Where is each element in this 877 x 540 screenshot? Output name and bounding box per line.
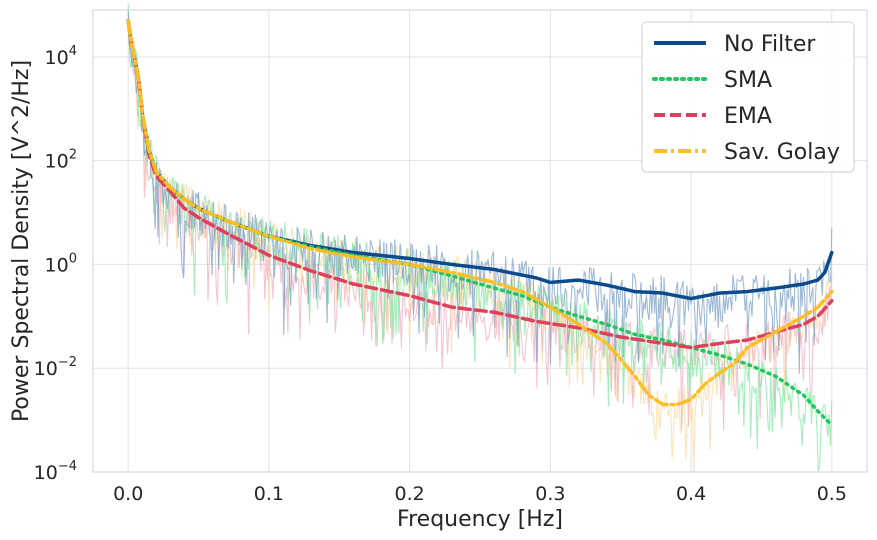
y-tick-label: 10−4 <box>34 459 77 484</box>
y-tick-label: 10−2 <box>34 355 77 380</box>
series-line-3 <box>126 18 834 407</box>
x-tick-label: 0.1 <box>254 483 284 505</box>
smoothed-series <box>126 18 834 427</box>
legend-label-3: Sav. Golay <box>724 140 840 165</box>
y-axis-title: Power Spectral Density [V^2/Hz] <box>9 60 34 422</box>
y-tick-label: 102 <box>45 148 77 173</box>
legend-label-1: SMA <box>724 68 772 93</box>
x-tick-label: 0.3 <box>535 483 565 505</box>
x-axis-ticks: 0.0 0.1 0.2 0.3 0.4 0.5 <box>113 483 847 505</box>
x-axis-title: Frequency [Hz] <box>397 507 563 532</box>
plot-frame <box>92 9 868 473</box>
legend-box <box>641 21 855 173</box>
y-tick-label: 104 <box>45 44 77 69</box>
series-line-2 <box>126 18 834 350</box>
legend-label-2: EMA <box>724 104 772 129</box>
legend-label-0: No Filter <box>724 32 816 57</box>
y-tick-label: 100 <box>45 251 77 276</box>
x-tick-label: 0.2 <box>395 483 425 505</box>
x-tick-label: 0.4 <box>676 483 706 505</box>
x-tick-label: 0.5 <box>817 483 847 505</box>
x-tick-label: 0.0 <box>113 483 143 505</box>
y-axis-ticks: 10−4 10−2 100 102 104 <box>34 44 77 484</box>
legend: No Filter SMA EMA Sav. Golay <box>641 21 855 173</box>
